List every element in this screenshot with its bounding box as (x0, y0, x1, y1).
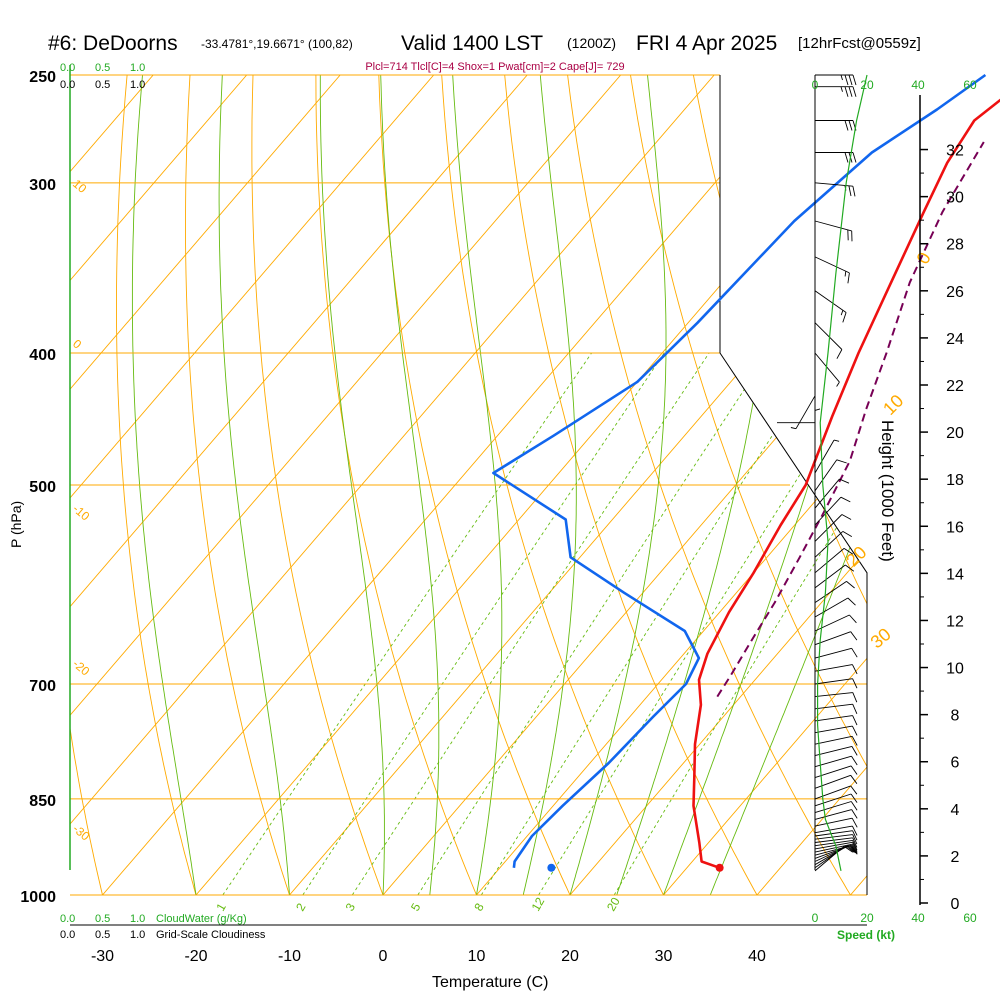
pressure-tick-label: 250 (29, 69, 56, 86)
height-tick-label: 14 (946, 566, 964, 583)
surface-dewpoint-dot (547, 864, 555, 872)
cloudiness-label: Grid-Scale Cloudiness (156, 929, 266, 941)
height-tick-label: 30 (946, 190, 964, 207)
cloud-top-black-1: 0.5 (95, 79, 110, 91)
cloud-bottom-black-2: 1.0 (130, 929, 145, 941)
pressure-tick-label: 300 (29, 177, 56, 194)
pressure-tick-label: 400 (29, 347, 56, 364)
temperature-tick-label: -10 (278, 948, 301, 965)
height-tick-label: 8 (951, 708, 960, 725)
x-axis-title: Temperature (C) (432, 974, 548, 991)
height-tick-label: 28 (946, 237, 964, 254)
height-tick-label: 32 (946, 143, 964, 160)
stability-indices: Plcl=714 Tlcl[C]=4 Shox=1 Pwat[cm]=2 Cap… (365, 61, 624, 73)
height-tick-label: 6 (951, 755, 960, 772)
speed-top-3: 60 (963, 78, 977, 92)
utc-time: (1200Z) (567, 35, 616, 51)
surface-temperature-dot (716, 864, 724, 872)
cloud-top-green-0: 0.0 (60, 62, 75, 74)
height-tick-label: 10 (946, 661, 964, 678)
cloud-top-black-0: 0.0 (60, 79, 75, 91)
speed-top-1: 20 (860, 78, 874, 92)
speed-axis-label: Speed (kt) (837, 928, 895, 942)
height-tick-label: 24 (946, 331, 964, 348)
speed-bottom-1: 20 (860, 911, 874, 925)
speed-bottom-2: 40 (911, 911, 925, 925)
height-tick-label: 2 (951, 849, 960, 866)
height-tick-label: 0 (951, 896, 960, 913)
speed-top-0: 0 (812, 78, 819, 92)
temperature-tick-label: 10 (468, 948, 486, 965)
height-tick-label: 18 (946, 472, 964, 489)
y-axis-title: P (hPa) (8, 501, 24, 548)
pressure-tick-label: 850 (29, 793, 56, 810)
cloud-top-black-2: 1.0 (130, 79, 145, 91)
cloud-bottom-black-1: 0.5 (95, 929, 110, 941)
forecast-info: [12hrFcst@0559z] (798, 35, 921, 52)
station-title: #6: DeDoorns (48, 32, 178, 55)
speed-bottom-3: 60 (963, 911, 977, 925)
temperature-tick-label: 0 (379, 948, 388, 965)
pressure-tick-label: 500 (29, 479, 56, 496)
cloud-bottom-black-0: 0.0 (60, 929, 75, 941)
valid-time: Valid 1400 LST (401, 32, 543, 55)
forecast-date: FRI 4 Apr 2025 (636, 32, 777, 55)
speed-top-2: 40 (911, 78, 925, 92)
cloud-top-green-2: 1.0 (130, 62, 145, 74)
height-tick-label: 26 (946, 284, 964, 301)
temperature-tick-label: -20 (184, 948, 207, 965)
temperature-tick-label: 20 (561, 948, 579, 965)
temperature-tick-label: -30 (91, 948, 114, 965)
temperature-tick-label: 40 (748, 948, 766, 965)
cloud-top-green-1: 0.5 (95, 62, 110, 74)
pressure-tick-label: 1000 (20, 889, 56, 906)
station-coords: -33.4781°,19.6671° (100,82) (201, 37, 353, 51)
height-tick-label: 12 (946, 613, 964, 630)
height-tick-label: 22 (946, 378, 964, 395)
cloud-bottom-green-2: 1.0 (130, 913, 145, 925)
height-tick-label: 20 (946, 425, 964, 442)
pressure-tick-label: 700 (29, 678, 56, 695)
cloud-bottom-green-0: 0.0 (60, 913, 75, 925)
temperature-tick-label: 30 (655, 948, 673, 965)
height-tick-label: 16 (946, 519, 964, 536)
y2-axis-title: Height (1000 Feet) (878, 420, 897, 562)
height-tick-label: 4 (951, 802, 960, 819)
cloudwater-label: CloudWater (g/Kg) (156, 913, 247, 925)
cloud-bottom-green-1: 0.5 (95, 913, 110, 925)
speed-bottom-0: 0 (812, 911, 819, 925)
